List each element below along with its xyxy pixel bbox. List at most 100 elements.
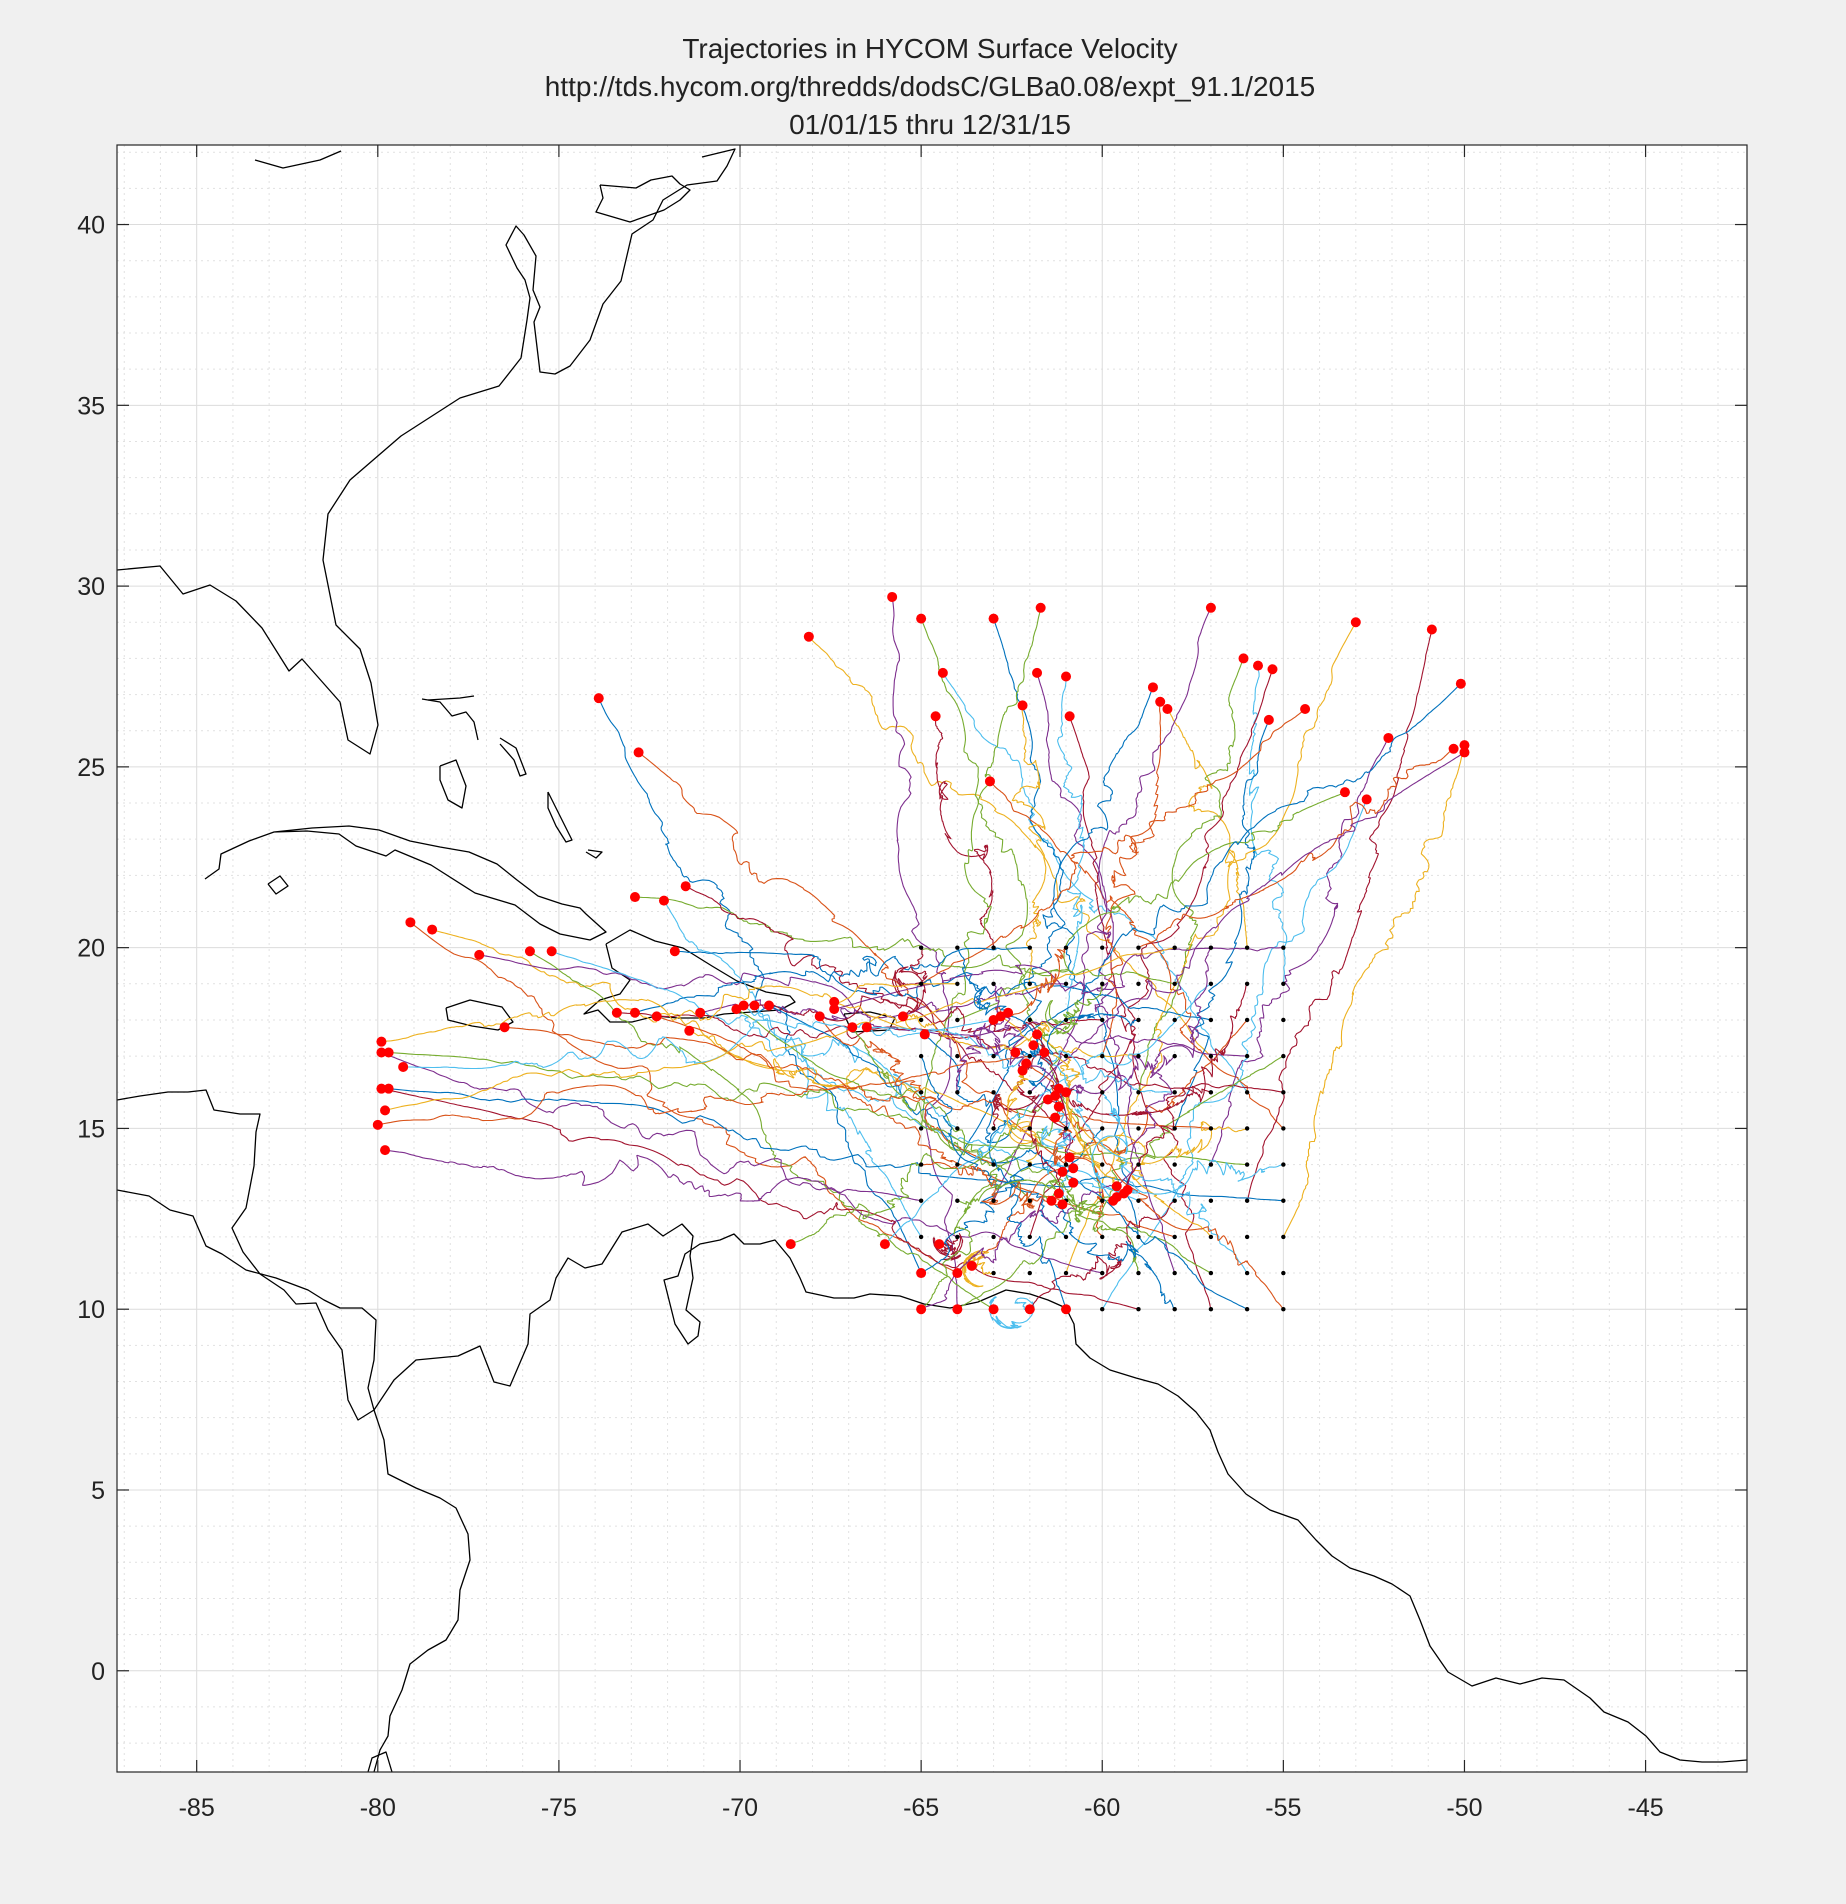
trajectory-line xyxy=(942,672,1248,1093)
release-point xyxy=(1281,981,1286,987)
end-point xyxy=(427,924,438,935)
end-point xyxy=(1042,1094,1053,1105)
end-point xyxy=(695,1007,706,1018)
release-point xyxy=(955,981,960,987)
end-point xyxy=(1263,714,1274,725)
x-tick-label: -50 xyxy=(1446,1794,1482,1822)
trajectory-line xyxy=(479,954,1248,1057)
end-point xyxy=(887,591,898,602)
trajectory-line xyxy=(1041,1095,1076,1201)
release-point xyxy=(1136,1090,1141,1095)
end-point xyxy=(1035,602,1046,613)
release-point xyxy=(1136,981,1141,987)
x-tick-label: -75 xyxy=(541,1794,577,1822)
release-point xyxy=(1208,1053,1214,1059)
release-point xyxy=(1136,1053,1141,1059)
release-point xyxy=(955,1090,960,1095)
release-point xyxy=(918,1162,924,1167)
end-point xyxy=(684,1025,695,1036)
y-tick-label: 20 xyxy=(77,935,105,963)
end-point xyxy=(1057,1199,1068,1210)
release-point xyxy=(991,945,996,950)
end-point xyxy=(1068,1177,1079,1188)
end-point xyxy=(499,1022,510,1033)
chart-title-line-2: http://tds.hycom.org/thredds/dodsC/GLBa0… xyxy=(545,71,1316,102)
trajectory-line xyxy=(598,697,922,1274)
coastline-bahamas-south xyxy=(585,849,603,859)
trajectory-layer xyxy=(377,596,1466,1330)
trajectory-line xyxy=(819,1015,994,1166)
coastline-bahamas-andros xyxy=(439,759,467,809)
release-point xyxy=(1244,1090,1250,1095)
trajectory-line xyxy=(920,1161,1063,1209)
release-point xyxy=(991,1053,996,1059)
chart-title: Trajectories in HYCOM Surface Velocity h… xyxy=(545,33,1316,140)
release-point xyxy=(1281,1270,1286,1276)
trajectory-line xyxy=(1174,719,1270,1129)
trajectory-line xyxy=(993,947,1067,1021)
release-point xyxy=(1172,1307,1177,1312)
trajectory-line xyxy=(663,900,922,1238)
release-point xyxy=(1100,1307,1105,1312)
end-point xyxy=(930,711,941,722)
end-point xyxy=(546,946,557,957)
release-point xyxy=(1027,1053,1033,1059)
coastline-pacific-panama xyxy=(367,1751,393,1772)
end-point xyxy=(1057,1166,1068,1177)
release-point xyxy=(1172,1198,1177,1203)
end-point xyxy=(633,747,644,758)
end-point xyxy=(916,1268,927,1279)
x-tick-label: -85 xyxy=(179,1794,215,1822)
end-point xyxy=(1053,1188,1064,1199)
release-point xyxy=(991,1198,996,1203)
trajectory-line xyxy=(634,947,1030,1014)
trajectory-line xyxy=(935,716,995,948)
release-point xyxy=(1136,945,1141,950)
release-point xyxy=(1172,945,1177,950)
release-point xyxy=(1136,1307,1141,1312)
release-point xyxy=(1172,1090,1177,1095)
release-point xyxy=(1244,1270,1250,1276)
axis-ticks: -85 -80 -75 -70 -65 -60 -55 -50 -45 0 5 10 15 20 25 30 3… xyxy=(77,145,1747,1822)
end-point xyxy=(1017,700,1028,711)
release-point xyxy=(955,1017,960,1023)
trajectory-line xyxy=(754,995,1103,1033)
release-point xyxy=(1281,1307,1286,1312)
release-point xyxy=(1100,1090,1105,1095)
trajectory-line xyxy=(1029,751,1465,1093)
release-point xyxy=(918,1090,924,1095)
end-point xyxy=(1459,740,1470,751)
trajectory-line xyxy=(790,1091,1067,1245)
end-point xyxy=(814,1011,825,1022)
trajectory-line xyxy=(993,983,1074,1169)
end-point xyxy=(1061,671,1072,682)
release-point xyxy=(1027,1017,1033,1023)
release-point xyxy=(1136,1198,1141,1203)
release-point xyxy=(1244,1162,1250,1167)
release-point xyxy=(1244,1053,1250,1059)
end-point xyxy=(952,1268,963,1279)
trajectory-line xyxy=(388,1088,1284,1202)
end-point xyxy=(1061,1087,1072,1098)
release-point xyxy=(1208,1090,1214,1095)
release-point xyxy=(955,945,960,950)
release-point xyxy=(1100,1126,1105,1131)
release-point xyxy=(918,981,924,987)
release-point xyxy=(955,1126,960,1131)
trajectory-line xyxy=(1015,1013,1139,1058)
end-point xyxy=(861,1022,872,1033)
minor-grid xyxy=(117,145,1747,1772)
x-tick-label: -45 xyxy=(1628,1794,1664,1822)
trajectory-line xyxy=(1127,947,1212,1190)
end-point xyxy=(1267,664,1278,675)
release-point xyxy=(1063,1234,1069,1240)
trajectory-line xyxy=(1029,1200,1176,1310)
end-point xyxy=(952,1304,963,1315)
release-point xyxy=(1063,1270,1069,1276)
end-point xyxy=(937,667,948,678)
trajectory-line xyxy=(1058,1054,1176,1095)
release-point xyxy=(1063,981,1069,987)
trajectory-line xyxy=(1166,708,1248,948)
coastline-central-america xyxy=(117,1089,377,1421)
release-point xyxy=(1027,1126,1033,1131)
